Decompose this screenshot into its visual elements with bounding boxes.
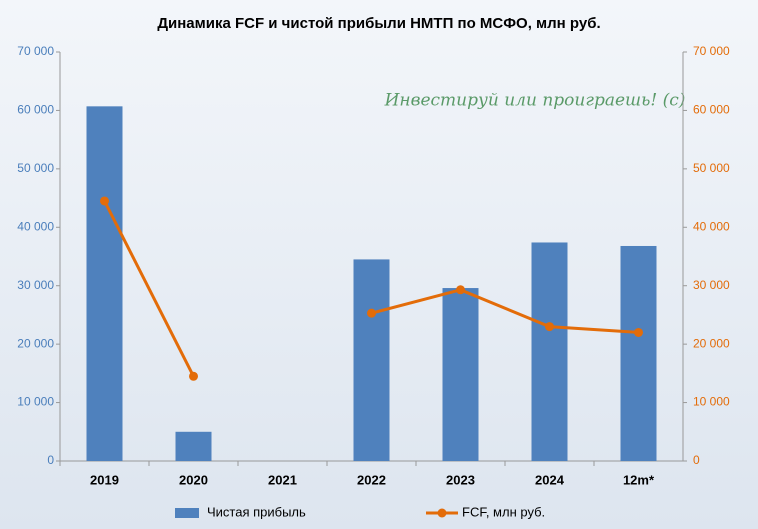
x-tick-label: 2022 <box>357 472 386 487</box>
x-tick-label: 2021 <box>268 472 297 487</box>
line-marker <box>545 322 554 332</box>
y-tick-label: 70 000 <box>17 44 54 58</box>
bar <box>531 242 568 461</box>
y2-tick-label: 10 000 <box>693 395 730 409</box>
y2-tick-label: 30 000 <box>693 278 730 292</box>
y2-tick-label: 60 000 <box>693 103 730 117</box>
y-tick-label: 0 <box>47 453 54 467</box>
x-tick-label: 2024 <box>535 472 565 487</box>
y-tick-label: 40 000 <box>17 219 54 233</box>
y2-tick-label: 20 000 <box>693 336 730 350</box>
legend-swatch <box>437 508 447 518</box>
bar <box>175 431 212 461</box>
x-tick-label: 12m* <box>623 472 655 487</box>
y2-tick-label: 40 000 <box>693 219 730 233</box>
y2-tick-label: 70 000 <box>693 44 730 58</box>
legend-swatch <box>175 508 199 518</box>
bar <box>86 106 123 462</box>
bar <box>620 245 657 461</box>
y2-tick-label: 50 000 <box>693 161 730 175</box>
y-tick-label: 30 000 <box>17 278 54 292</box>
annotation: Инвестируй или проиграешь! (с) <box>384 91 686 111</box>
line <box>103 200 195 377</box>
legend-label: FCF, млн руб. <box>462 504 545 519</box>
line-marker <box>189 371 198 381</box>
x-tick-label: 2019 <box>90 472 119 487</box>
y-tick-label: 50 000 <box>17 161 54 175</box>
y-tick-label: 60 000 <box>17 103 54 117</box>
x-tick-label: 2023 <box>446 472 475 487</box>
legend-label: Чистая прибыль <box>207 504 306 519</box>
line <box>371 288 639 334</box>
y2-tick-label: 0 <box>693 453 700 467</box>
x-tick-label: 2020 <box>179 472 208 487</box>
chart-title: Динамика FCF и чистой прибыли НМТП по МС… <box>157 15 600 32</box>
line-marker <box>456 285 465 295</box>
line-marker <box>367 308 376 318</box>
line-marker <box>100 196 109 206</box>
y-tick-label: 10 000 <box>17 395 54 409</box>
bar <box>442 288 479 461</box>
bar <box>353 259 390 461</box>
line-marker <box>634 327 643 337</box>
y-tick-label: 20 000 <box>17 336 54 350</box>
